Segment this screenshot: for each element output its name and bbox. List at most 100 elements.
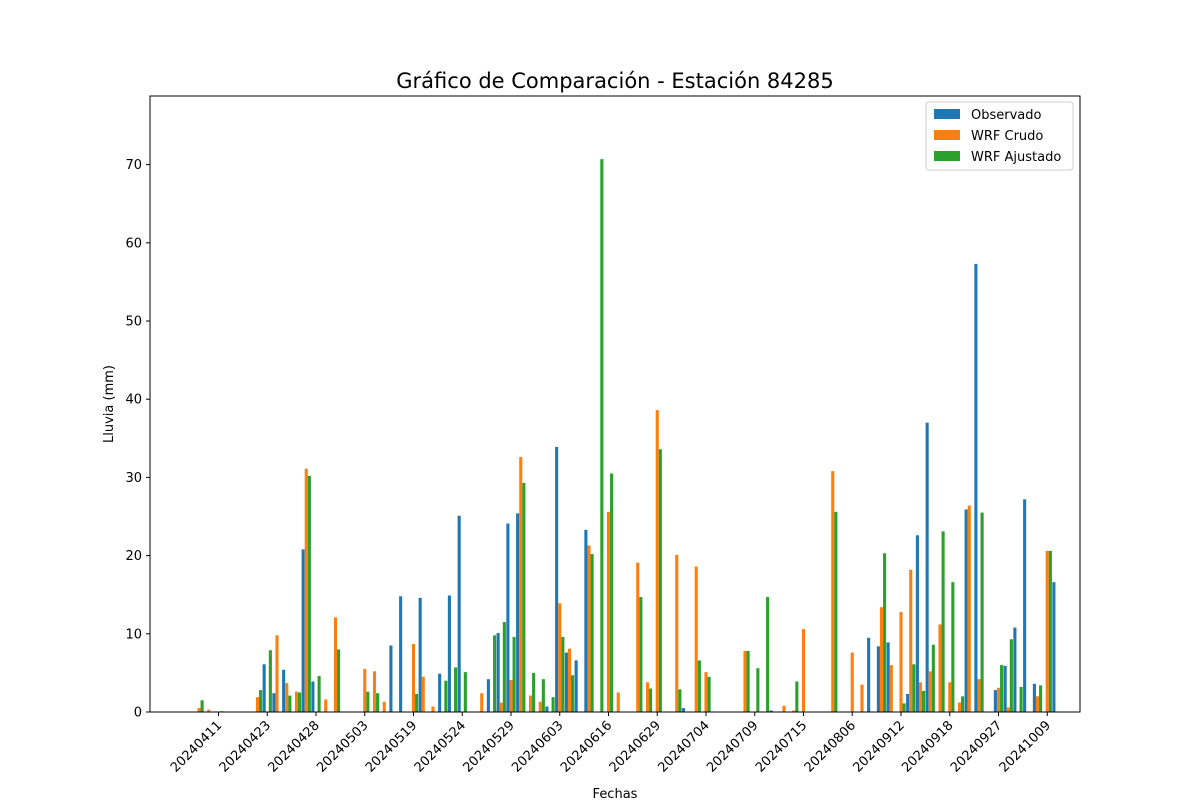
legend-swatch [934,151,960,161]
y-tick-label: 50 [125,315,142,330]
bar-wrf-crudo [801,629,806,712]
bar-wrf-ajustado [1019,686,1023,712]
bar-wrf-ajustado [532,672,536,712]
legend-swatch [934,130,960,140]
bar-wrf-ajustado [259,690,263,712]
bar-wrf-ajustado [600,159,604,712]
bar-wrf-ajustado [298,692,302,712]
bar-wrf-ajustado [415,694,419,712]
bar-wrf-ajustado [639,597,643,712]
x-tick-label: 20240616 [558,718,615,775]
bar-wrf-crudo [782,705,786,712]
bar-wrf-ajustado [912,664,916,712]
x-axis-label: Fechas [593,787,638,800]
bar-wrf-crudo [363,668,367,712]
bar-wrf-crudo [645,682,650,712]
bar-wrf-crudo [538,701,542,712]
bar-observado [389,645,393,712]
bar-wrf-crudo [382,701,386,712]
bars-layer [197,159,1056,712]
x-tick-label: 20240411 [168,718,225,775]
bar-wrf-ajustado [941,531,945,712]
bar-wrf-crudo [372,671,377,712]
bar-wrf-ajustado [1009,639,1013,712]
bar-wrf-crudo [616,692,620,712]
bar-wrf-crudo [899,611,903,712]
bar-wrf-crudo [889,665,893,712]
legend: Observado WRF Crudo WRF Ajustado [925,101,1074,171]
bar-wrf-crudo [294,691,299,712]
bar-wrf-ajustado [561,636,565,712]
bar-wrf-ajustado [502,622,506,712]
y-tick-label: 70 [125,158,142,173]
bar-wrf-crudo [304,468,308,712]
bar-wrf-crudo [207,709,211,712]
bar-wrf-crudo [831,471,835,712]
bar-wrf-ajustado [337,649,341,712]
bar-observado [282,669,286,712]
bar-wrf-ajustado [268,650,272,712]
bar-wrf-crudo [411,643,416,712]
y-tick-label: 10 [125,627,142,642]
bar-wrf-crudo [528,695,533,712]
bar-wrf-crudo [1006,707,1010,712]
plot-frame [149,95,1081,713]
bar-wrf-ajustado [658,449,662,712]
bar-wrf-crudo [1045,550,1049,712]
bar-observado [974,263,978,712]
x-tick-label: 20240806 [802,718,859,775]
bar-wrf-ajustado [834,511,838,712]
x-tick-label: 20240503 [314,718,371,775]
bar-wrf-crudo [967,505,971,712]
bar-wrf-crudo [694,566,698,712]
bar-observado [867,637,871,712]
bar-wrf-crudo [499,702,503,712]
bar-wrf-ajustado [454,667,458,712]
bar-wrf-ajustado [288,695,292,712]
x-tick-label: 20240603 [509,718,566,775]
bar-wrf-ajustado [1000,665,1004,712]
bar-observado [876,646,880,712]
bar-wrf-ajustado [444,680,448,712]
bar-observado [545,706,549,712]
bar-wrf-crudo [567,648,572,712]
bar-observado [486,679,490,712]
bar-observado [262,664,266,712]
bar-wrf-ajustado [902,703,906,712]
bar-wrf-crudo [519,457,523,712]
bar-wrf-crudo [850,652,854,712]
bar-wrf-ajustado [317,676,321,712]
bar-wrf-ajustado [551,697,555,712]
bar-wrf-crudo [285,683,289,712]
y-tick-label: 0 [134,706,142,721]
bar-observado [272,693,276,712]
bar-wrf-ajustado [590,554,594,712]
bar-observado [915,535,919,712]
bar-observado [399,596,403,712]
x-tick-label: 20240629 [607,718,664,775]
chart-title: Gráfico de Comparación - Estación 84285 [396,69,833,93]
bar-wrf-ajustado [707,676,711,712]
bar-observado [506,523,510,712]
bar-observado [457,515,461,712]
bar-wrf-crudo [918,682,923,712]
bar-wrf-ajustado [766,597,770,712]
bar-wrf-ajustado [571,675,575,712]
x-tick-label: 20240529 [460,718,517,775]
bar-wrf-ajustado [522,482,526,712]
x-tick-label: 20240423 [217,718,274,775]
bar-wrf-crudo [636,562,640,712]
y-tick-label: 60 [125,236,142,251]
bar-wrf-crudo [996,687,1001,712]
bar-wrf-ajustado [649,688,653,712]
bar-wrf-crudo [421,676,425,712]
y-tick-label: 40 [125,393,142,408]
x-tick-label: 20240524 [412,718,469,775]
x-tick-label: 20240709 [704,718,761,775]
bar-wrf-ajustado [376,693,380,712]
bar-wrf-ajustado [463,672,467,712]
legend-swatch [934,109,960,119]
bar-wrf-crudo [606,511,611,712]
bar-observado [447,595,451,712]
